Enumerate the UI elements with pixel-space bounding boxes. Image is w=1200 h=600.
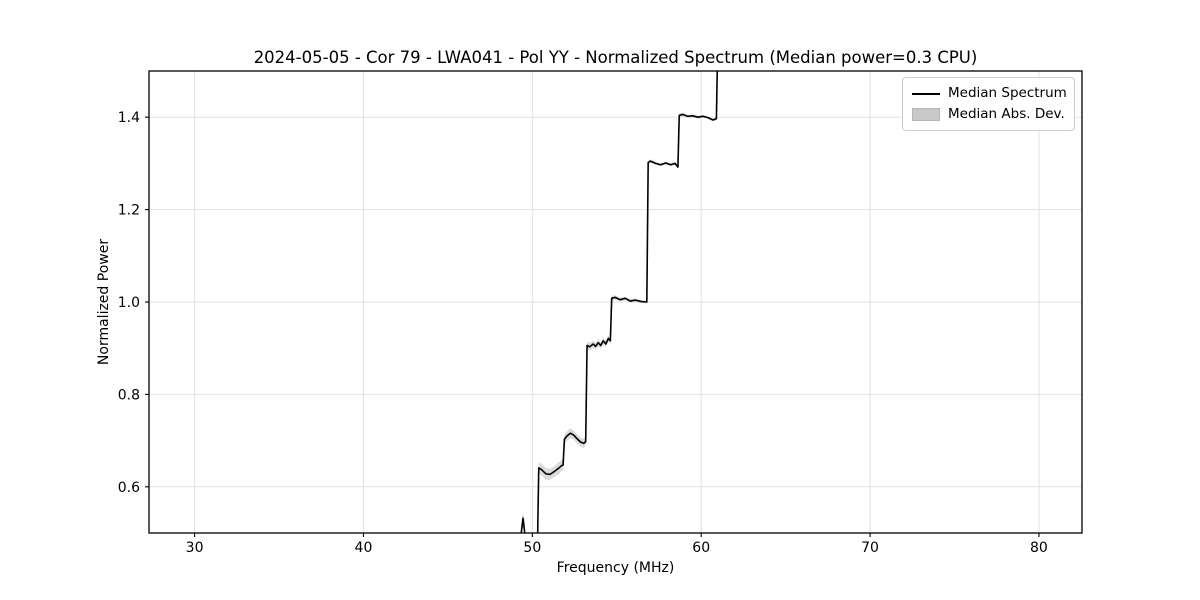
x-tick-label: 50: [523, 540, 541, 556]
median-abs-dev-patch-swatch: [912, 108, 940, 121]
x-tick-label: 60: [692, 540, 710, 556]
y-tick-label: 0.6: [118, 480, 140, 496]
y-tick-label: 1.4: [118, 110, 140, 126]
y-tick-label: 1.2: [118, 203, 140, 219]
median-spectrum-line: [520, 71, 719, 533]
legend: Median Spectrum Median Abs. Dev.: [902, 77, 1075, 131]
legend-entry-median-spectrum: Median Spectrum: [912, 85, 1067, 102]
x-tick-label: 70: [861, 540, 879, 556]
legend-label-median-abs-dev: Median Abs. Dev.: [948, 106, 1065, 122]
legend-label-median-spectrum: Median Spectrum: [948, 85, 1067, 101]
tick-labels: 30 40 50 60 70 80 0.6 0.8 1.0 1.2 1.4: [118, 110, 1048, 556]
chart-title: 2024-05-05 - Cor 79 - LWA041 - Pol YY - …: [253, 48, 978, 67]
x-tick-label: 80: [1030, 540, 1048, 556]
median-abs-dev-band: [520, 71, 718, 533]
legend-entry-median-abs-dev: Median Abs. Dev.: [912, 106, 1065, 123]
y-axis-label: Normalized Power: [96, 238, 112, 366]
y-tick-label: 0.8: [118, 387, 140, 403]
median-spectrum-line-swatch: [912, 92, 940, 95]
grid: [149, 71, 1082, 533]
x-axis-label: Frequency (MHz): [556, 560, 675, 576]
y-tick-label: 1.0: [118, 295, 140, 311]
x-tick-label: 40: [355, 540, 373, 556]
ticks: [145, 116, 1040, 537]
x-tick-label: 30: [186, 540, 204, 556]
